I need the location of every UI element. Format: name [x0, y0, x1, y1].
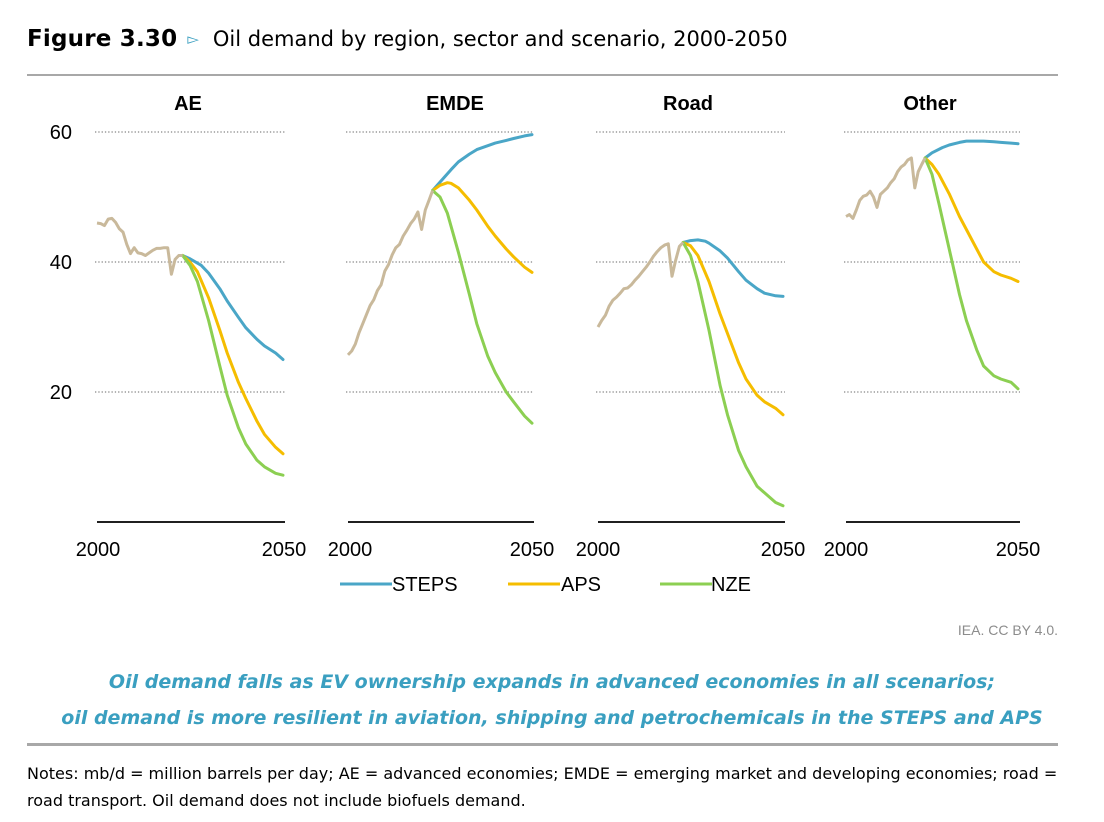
panel-title: AE — [174, 93, 202, 115]
y-tick-label: 60 — [50, 122, 72, 144]
x-tick-label: 2050 — [262, 539, 307, 561]
series-line-aps — [923, 156, 1020, 283]
y-tick-label: 40 — [50, 252, 72, 274]
takeaway: Oil demand falls as EV ownership expands… — [0, 664, 1104, 736]
legend-label-aps: APS — [561, 574, 601, 596]
takeaway-line-2: oil demand is more resilient in aviation… — [61, 707, 1043, 729]
x-tick-label: 2050 — [761, 539, 806, 561]
x-tick-label: 2000 — [76, 539, 121, 561]
oil-demand-chart: 20 40 60 AE 2000 2050 EMDE 2000 2050 Road 2000 2050… — [50, 93, 1041, 596]
y-tick-label: 20 — [50, 382, 72, 404]
history-line — [845, 156, 927, 220]
x-tick-label: 2000 — [576, 539, 621, 561]
legend-label-steps: STEPS — [392, 574, 458, 596]
figure-title: Oil demand by region, sector and scenari… — [212, 27, 788, 51]
x-tick-label: 2050 — [510, 539, 555, 561]
series-line-steps — [181, 254, 285, 361]
figure-header: Figure 3.30 ▻ Oil demand by region, sector… — [27, 26, 1058, 62]
bottom-divider — [27, 743, 1058, 746]
series-line-steps — [681, 238, 785, 298]
x-tick-label: 2050 — [996, 539, 1041, 561]
x-tick-label: 2000 — [824, 539, 869, 561]
series-line-nze — [431, 189, 534, 425]
top-divider — [27, 74, 1058, 76]
panel-title: EMDE — [426, 93, 484, 115]
series-line-aps — [431, 181, 534, 274]
panel-title: Other — [903, 93, 957, 115]
takeaway-line-1: Oil demand falls as EV ownership expands… — [108, 671, 996, 693]
panel-title: Road — [663, 93, 713, 115]
figure-notes: Notes: mb/d = million barrels per day; A… — [27, 764, 1058, 810]
credit-line: IEA. CC BY 4.0. — [957, 622, 1058, 638]
figure-marker-icon: ▻ — [187, 31, 199, 48]
series-line-steps — [923, 139, 1020, 160]
series-line-aps — [681, 241, 785, 417]
series-line-steps — [431, 133, 534, 192]
x-tick-label: 2000 — [328, 539, 373, 561]
legend-label-nze: NZE — [711, 574, 751, 596]
series-line-aps — [181, 254, 285, 456]
series-line-nze — [181, 254, 285, 477]
figure-number: Figure 3.30 — [27, 26, 178, 52]
history-line — [96, 216, 183, 276]
series-line-nze — [681, 241, 785, 508]
series-line-nze — [923, 156, 1020, 391]
history-line — [596, 241, 685, 328]
history-line — [346, 189, 435, 356]
